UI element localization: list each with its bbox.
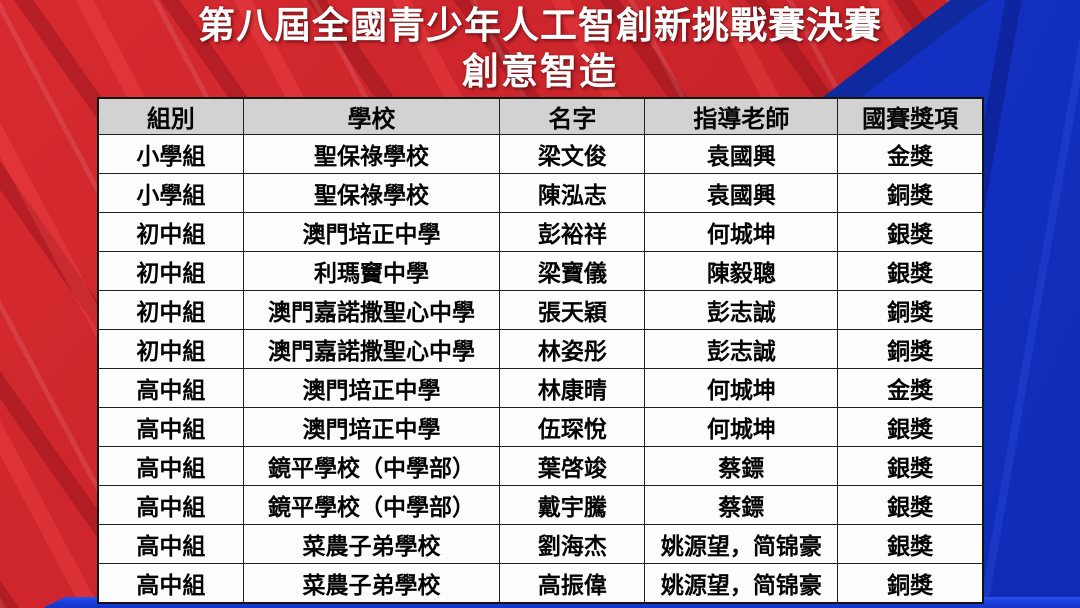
cell-teacher: 姚源望，简锦豪 [644,563,839,604]
cell-school: 鏡平學校（中學部） [242,485,501,525]
cell-name: 伍琛悅 [499,407,646,447]
table-header: 組別 學校 名字 指導老師 國賽獎項 [97,97,984,135]
cell-teacher: 彭志誠 [644,329,839,369]
cell-group: 高中組 [97,446,244,486]
table-row: 高中組 鏡平學校（中學部） 葉啓竣 蔡鏢 銀獎 [97,446,984,486]
table-body: 小學組 聖保祿學校 梁文俊 袁國興 金獎 小學組 聖保祿學校 陳泓志 袁國興 銅… [97,134,984,604]
table-row: 小學組 聖保祿學校 梁文俊 袁國興 金獎 [97,134,984,174]
cell-school: 菜農子弟學校 [242,563,501,604]
cell-name: 林康晴 [499,368,646,408]
cell-award: 金獎 [837,368,984,408]
cell-teacher: 蔡鏢 [644,485,839,525]
cell-group: 高中組 [97,524,244,564]
cell-teacher: 何城坤 [644,407,839,447]
slide-title: 第八屆全國青少年人工智創新挑戰賽決賽 創意智造 [0,3,1080,94]
cell-group: 高中組 [97,563,244,604]
cell-award: 銅獎 [837,173,984,213]
cell-award: 銀獎 [837,485,984,525]
cell-name: 葉啓竣 [499,446,646,486]
table-row: 初中組 澳門嘉諾撒聖心中學 林姿彤 彭志誠 銅獎 [97,329,984,369]
cell-school: 澳門培正中學 [242,212,501,252]
cell-school: 聖保祿學校 [242,173,501,213]
results-table: 組別 學校 名字 指導老師 國賽獎項 小學組 聖保祿學校 梁文俊 袁國興 金獎 … [97,97,984,604]
cell-name: 彭裕祥 [499,212,646,252]
cell-name: 梁寶儀 [499,251,646,291]
column-header-award: 國賽獎項 [837,97,984,135]
column-header-name: 名字 [499,97,646,135]
header-row: 組別 學校 名字 指導老師 國賽獎項 [97,97,984,135]
cell-group: 初中組 [97,212,244,252]
cell-name: 高振偉 [499,563,646,604]
cell-group: 小學組 [97,173,244,213]
cell-name: 戴宇騰 [499,485,646,525]
cell-group: 高中組 [97,485,244,525]
cell-school: 澳門培正中學 [242,407,501,447]
cell-teacher: 何城坤 [644,368,839,408]
cell-award: 銅獎 [837,290,984,330]
title-line1: 第八屆全國青少年人工智創新挑戰賽決賽 [198,5,882,46]
cell-award: 金獎 [837,134,984,174]
cell-school: 聖保祿學校 [242,134,501,174]
table-row: 高中組 澳門培正中學 伍琛悅 何城坤 銀獎 [97,407,984,447]
cell-school: 菜農子弟學校 [242,524,501,564]
table-row: 初中組 澳門培正中學 彭裕祥 何城坤 銀獎 [97,212,984,252]
column-header-school: 學校 [242,97,501,135]
table-row: 初中組 利瑪竇中學 梁寶儀 陳毅聰 銀獎 [97,251,984,291]
cell-name: 劉海杰 [499,524,646,564]
cell-award: 銀獎 [837,446,984,486]
cell-name: 林姿彤 [499,329,646,369]
cell-award: 銀獎 [837,212,984,252]
cell-group: 初中組 [97,290,244,330]
cell-teacher: 姚源望，简锦豪 [644,524,839,564]
cell-name: 張天穎 [499,290,646,330]
cell-name: 陳泓志 [499,173,646,213]
cell-teacher: 彭志誠 [644,290,839,330]
cell-teacher: 蔡鏢 [644,446,839,486]
cell-teacher: 陳毅聰 [644,251,839,291]
table-row: 初中組 澳門嘉諾撒聖心中學 張天穎 彭志誠 銅獎 [97,290,984,330]
cell-school: 鏡平學校（中學部） [242,446,501,486]
cell-teacher: 袁國興 [644,134,839,174]
cell-award: 銀獎 [837,524,984,564]
table-row: 高中組 澳門培正中學 林康晴 何城坤 金獎 [97,368,984,408]
cell-group: 小學組 [97,134,244,174]
cell-teacher: 何城坤 [644,212,839,252]
cell-school: 澳門嘉諾撒聖心中學 [242,290,501,330]
cell-award: 銅獎 [837,329,984,369]
column-header-teacher: 指導老師 [644,97,839,135]
table-row: 高中組 鏡平學校（中學部） 戴宇騰 蔡鏢 銀獎 [97,485,984,525]
cell-school: 澳門嘉諾撒聖心中學 [242,329,501,369]
cell-school: 利瑪竇中學 [242,251,501,291]
column-header-group: 組別 [97,97,244,135]
title-line2: 創意智造 [462,51,618,92]
cell-award: 銀獎 [837,251,984,291]
cell-award: 銅獎 [837,563,984,604]
cell-group: 初中組 [97,251,244,291]
cell-group: 初中組 [97,329,244,369]
table-row: 高中組 菜農子弟學校 劉海杰 姚源望，简锦豪 銀獎 [97,524,984,564]
cell-teacher: 袁國興 [644,173,839,213]
results-table-container: 組別 學校 名字 指導老師 國賽獎項 小學組 聖保祿學校 梁文俊 袁國興 金獎 … [97,97,984,604]
table-row: 高中組 菜農子弟學校 高振偉 姚源望，简锦豪 銅獎 [97,563,984,604]
cell-name: 梁文俊 [499,134,646,174]
table-row: 小學組 聖保祿學校 陳泓志 袁國興 銅獎 [97,173,984,213]
cell-school: 澳門培正中學 [242,368,501,408]
cell-group: 高中組 [97,407,244,447]
cell-award: 銀獎 [837,407,984,447]
cell-group: 高中組 [97,368,244,408]
